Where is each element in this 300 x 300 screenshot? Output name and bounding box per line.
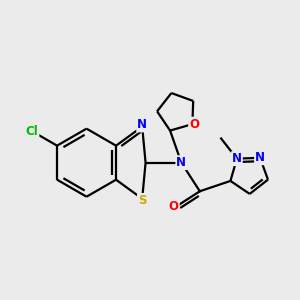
Text: N: N xyxy=(176,156,186,169)
Text: O: O xyxy=(189,118,199,131)
Text: O: O xyxy=(169,200,179,214)
Text: Cl: Cl xyxy=(26,125,38,138)
Text: N: N xyxy=(137,118,147,131)
Text: N: N xyxy=(232,152,242,165)
Text: S: S xyxy=(138,194,146,207)
Text: N: N xyxy=(255,151,265,164)
